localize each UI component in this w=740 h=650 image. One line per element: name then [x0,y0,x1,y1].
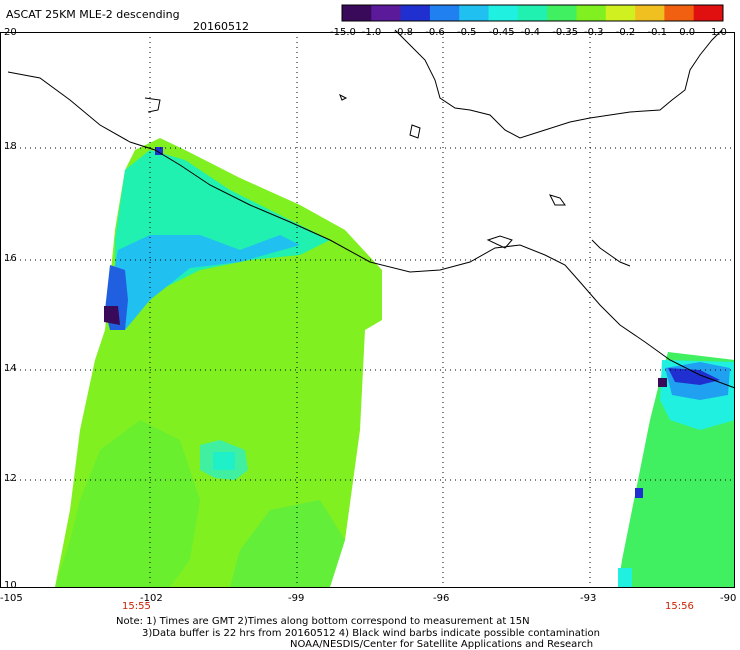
swath-time-west: 15:55 [122,601,151,612]
note-line-2: 3)Data buffer is 22 hrs from 20160512 4)… [142,628,600,639]
colorbar-label: -0.3 [584,27,604,38]
lon-label-96: -96 [433,593,450,604]
colorbar-label: -0.35 [552,27,579,38]
colorbar-label: -0.4 [520,27,541,38]
colorbar-label: 0.0 [679,27,696,38]
lat-label-14: 14 [4,363,17,374]
colorbar-swatch [371,5,402,21]
colorbar-swatch [547,5,577,21]
lat-label-10: 10 [4,580,17,591]
map-border [0,32,735,588]
lon-label-90: -90 [720,593,737,604]
lat-label-18: 18 [4,141,17,152]
colorbar-label: -1.0 [361,27,382,38]
product-date: 20160512 [193,20,249,33]
colorbar-swatch [400,5,431,21]
lat-label-20: 20 [4,27,17,38]
colorbar-label: 1.0 [711,27,727,38]
colorbar-swatch [605,5,636,21]
colorbar-swatch [342,5,372,21]
colorbar-swatch [488,5,519,21]
coastline [7,29,736,389]
colorbar-swatch [635,5,665,21]
colorbar-label: -15.0 [330,27,356,38]
lon-label-105: -105 [0,593,23,604]
colorbar [341,4,724,22]
colorbar-label: -0.2 [615,27,636,38]
note-line-1: Note: 1) Times are GMT 2)Times along bot… [116,616,530,627]
colorbar-swatch [517,5,548,21]
colorbar-label: -0.1 [647,27,668,38]
lat-label-16: 16 [4,253,17,264]
colorbar-swatch [664,5,695,21]
colorbar-label: -0.8 [393,27,414,38]
colorbar-frame [341,4,724,22]
colorbar-swatch [459,5,490,21]
swath-time-east: 15:56 [665,601,694,612]
colorbar-label: -0.6 [425,27,445,38]
note-line-3: NOAA/NESDIS/Center for Satellite Applica… [290,639,594,650]
east-swath [618,352,735,587]
lon-label-93: -93 [580,593,597,604]
colorbar-label: -0.5 [457,27,477,38]
lon-label-99: -99 [288,593,305,604]
lat-label-12: 12 [4,473,17,484]
colorbar-label: -0.45 [488,27,515,38]
product-title: ASCAT 25KM MLE-2 descending [6,8,180,21]
west-swath [55,138,382,587]
colorbar-swatch [576,5,607,21]
lon-label-102: -102 [140,593,163,604]
colorbar-swatch [429,5,460,21]
colorbar-swatch [693,5,724,21]
